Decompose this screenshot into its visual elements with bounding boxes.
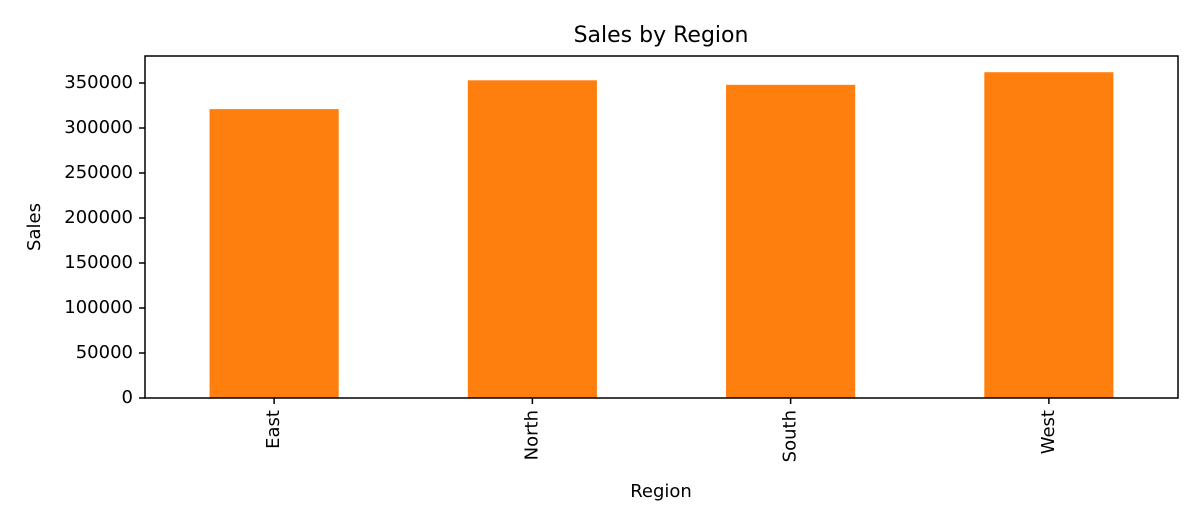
y-tick-label-0: 0: [122, 387, 133, 408]
y-tick-label-50000: 50000: [76, 342, 133, 363]
x-tick-label-west: West: [1038, 410, 1059, 454]
y-axis-ticks: 0 50000 100000 150000 200000 250000 300000 3500…: [64, 72, 145, 408]
bar-north: [467, 80, 597, 399]
bar-east: [209, 109, 339, 398]
chart-title: Sales by Region: [574, 23, 749, 48]
plot-area-frame: [144, 55, 1179, 399]
y-tick-label-250000: 250000: [64, 162, 133, 183]
bar-south: [726, 84, 856, 399]
x-axis-label: Region: [630, 481, 692, 502]
y-tick-label-300000: 300000: [64, 117, 133, 138]
y-axis-label: Sales: [24, 203, 45, 251]
x-axis-ticks: East North South West: [263, 398, 1059, 462]
y-tick-label-100000: 100000: [64, 297, 133, 318]
bars-group: [209, 72, 1114, 399]
x-tick-label-south: South: [780, 410, 801, 462]
x-tick-label-east: East: [263, 410, 284, 449]
y-tick-label-350000: 350000: [64, 72, 133, 93]
y-tick-label-150000: 150000: [64, 252, 133, 273]
x-tick-label-north: North: [521, 410, 542, 460]
bar-west: [984, 72, 1114, 398]
y-tick-label-200000: 200000: [64, 207, 133, 228]
